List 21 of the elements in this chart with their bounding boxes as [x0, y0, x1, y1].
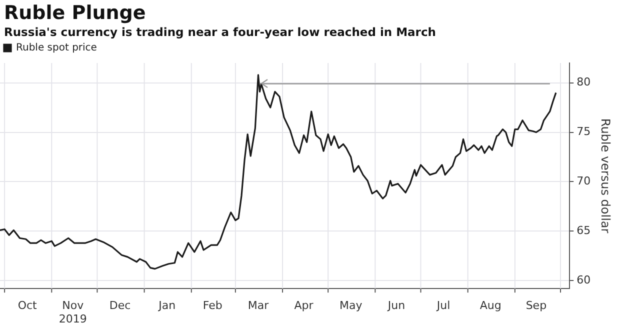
chart-subtitle: Russia's currency is trading near a four-year low reached in March [4, 25, 437, 39]
chart-title: Ruble Plunge [4, 2, 147, 24]
x-tick-label: Feb [202, 299, 222, 312]
y-tick-label: 80 [576, 76, 591, 89]
x-tick-label: Jul [436, 299, 450, 312]
x-tick-label: Dec [109, 299, 131, 312]
x-tick-label: Jan [158, 299, 176, 312]
y-tick-label: 60 [576, 274, 591, 287]
x-tick-label: Nov 2019 [58, 299, 87, 326]
x-tick-label: May [340, 299, 363, 312]
y-axis-title: Ruble versus dollar [598, 118, 613, 234]
x-tick-label: Mar [248, 299, 270, 312]
y-tick-label: 75 [576, 125, 591, 138]
x-tick-label: Aug [480, 299, 502, 312]
y-tick-label: 65 [576, 224, 591, 238]
x-tick-label: Jun [386, 299, 406, 312]
legend-label: Ruble spot price [16, 42, 97, 54]
x-tick-label: Oct [18, 299, 38, 312]
x-tick-label: Sep [526, 299, 547, 312]
y-tick-label: 70 [576, 174, 591, 188]
x-tick-label: Apr [294, 299, 314, 312]
